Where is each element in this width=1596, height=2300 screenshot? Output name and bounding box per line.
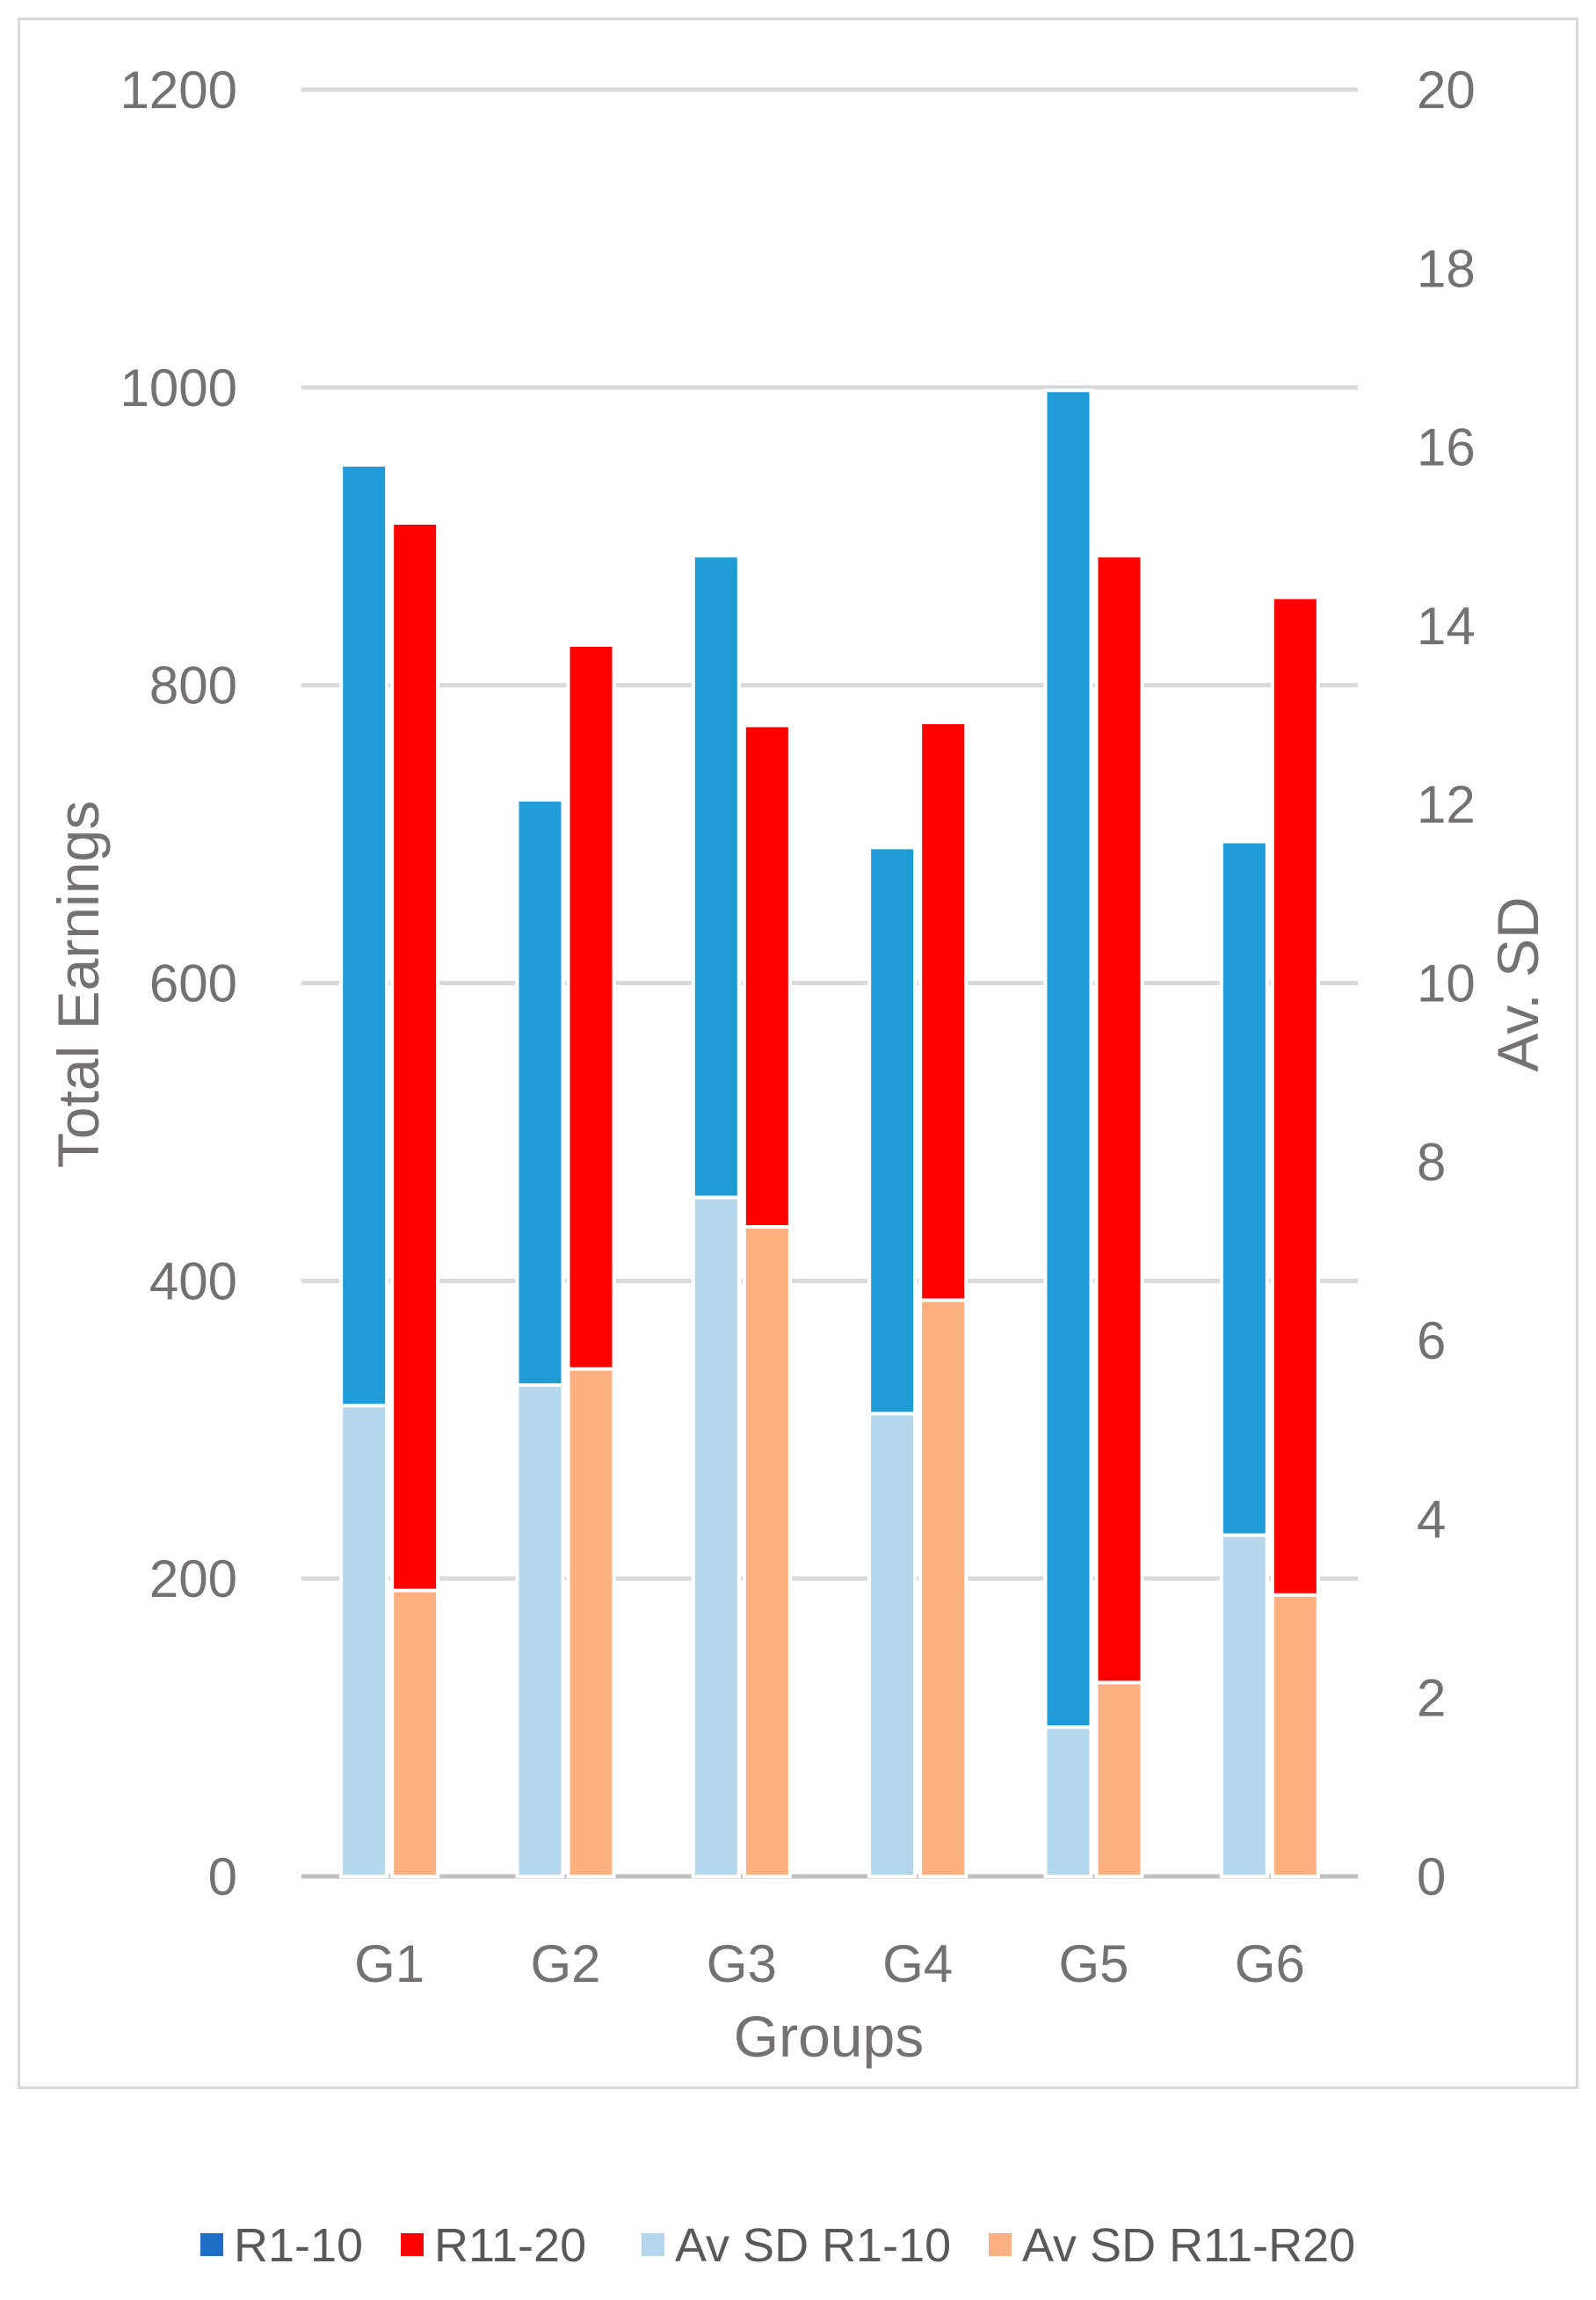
bar-av-sd-r1-10-g6 xyxy=(1219,1533,1269,1879)
y-tick-label: 0 xyxy=(208,1847,237,1906)
bar-av-sd-r1-10-g3 xyxy=(691,1195,741,1878)
x-tick-label: G2 xyxy=(530,1934,600,1993)
bar-av-sd-r11-r20-g6 xyxy=(1270,1593,1320,1878)
legend-swatch xyxy=(989,2233,1012,2256)
y2-tick-label: 10 xyxy=(1417,954,1476,1013)
y2-tick-label: 16 xyxy=(1417,418,1476,477)
y2-tick-label: 14 xyxy=(1417,597,1476,656)
bar-av-sd-r11-r20-g5 xyxy=(1094,1680,1144,1879)
bar-r11-20-g5 xyxy=(1094,554,1144,1878)
y-tick-label: 1000 xyxy=(120,359,237,417)
y2-tick-label: 2 xyxy=(1417,1669,1446,1728)
y2-axis-title: Av. SD xyxy=(1485,896,1550,1071)
x-tick-label: G5 xyxy=(1058,1934,1128,1993)
legend-label: Av SD R1-10 xyxy=(675,2219,951,2272)
y-tick-label: 600 xyxy=(149,954,237,1013)
x-tick-label: G6 xyxy=(1235,1934,1305,1993)
bar-r1-10-g5 xyxy=(1043,388,1093,1878)
axes: 0 200 400 600 800 1000 1200 0 2 4 6 8 10 12 14 16 18 20 G1… xyxy=(120,61,1476,1993)
legend-label: R11-20 xyxy=(434,2219,586,2272)
y2-tick-label: 4 xyxy=(1417,1490,1446,1549)
x-axis-title: Groups xyxy=(734,2004,924,2069)
y-tick-label: 800 xyxy=(149,657,237,715)
legend: R1-10 R11-20 Av SD R1-10 Av SD R11-R20 xyxy=(200,2219,1355,2272)
bar-av-sd-r11-r20-g3 xyxy=(742,1225,792,1878)
x-tick-label: G3 xyxy=(707,1934,777,1993)
bar-av-sd-r11-r20-g2 xyxy=(566,1367,616,1879)
legend-swatch xyxy=(642,2233,664,2256)
bar-av-sd-r1-10-g5 xyxy=(1043,1725,1093,1878)
y2-tick-label: 18 xyxy=(1417,239,1476,298)
legend-swatch xyxy=(200,2233,223,2256)
bar-av-sd-r1-10-g2 xyxy=(515,1382,565,1879)
x-tick-label: G4 xyxy=(882,1934,953,1993)
y2-tick-label: 0 xyxy=(1417,1847,1446,1906)
x-tick-label: G1 xyxy=(354,1934,424,1993)
bar-av-sd-r11-r20-g4 xyxy=(918,1298,968,1879)
legend-label: Av SD R11-R20 xyxy=(1022,2219,1355,2272)
y2-tick-label: 6 xyxy=(1417,1311,1446,1370)
y-tick-label: 400 xyxy=(149,1252,237,1310)
y-tick-label: 1200 xyxy=(120,61,237,120)
y-tick-label: 200 xyxy=(149,1549,237,1608)
y2-tick-label: 12 xyxy=(1417,775,1476,834)
gridlines xyxy=(301,87,1358,1879)
bars xyxy=(339,388,1320,1879)
y2-tick-label: 8 xyxy=(1417,1133,1446,1192)
legend-swatch xyxy=(401,2233,424,2256)
bar-av-sd-r1-10-g4 xyxy=(867,1411,918,1878)
y-axis-title: Total Earnings xyxy=(46,801,111,1168)
y2-tick-label: 20 xyxy=(1417,61,1476,120)
chart-frame xyxy=(18,18,1578,2089)
legend-label: R1-10 xyxy=(234,2219,363,2272)
bar-av-sd-r1-10-g1 xyxy=(339,1404,389,1878)
bar-av-sd-r11-r20-g1 xyxy=(390,1588,440,1878)
